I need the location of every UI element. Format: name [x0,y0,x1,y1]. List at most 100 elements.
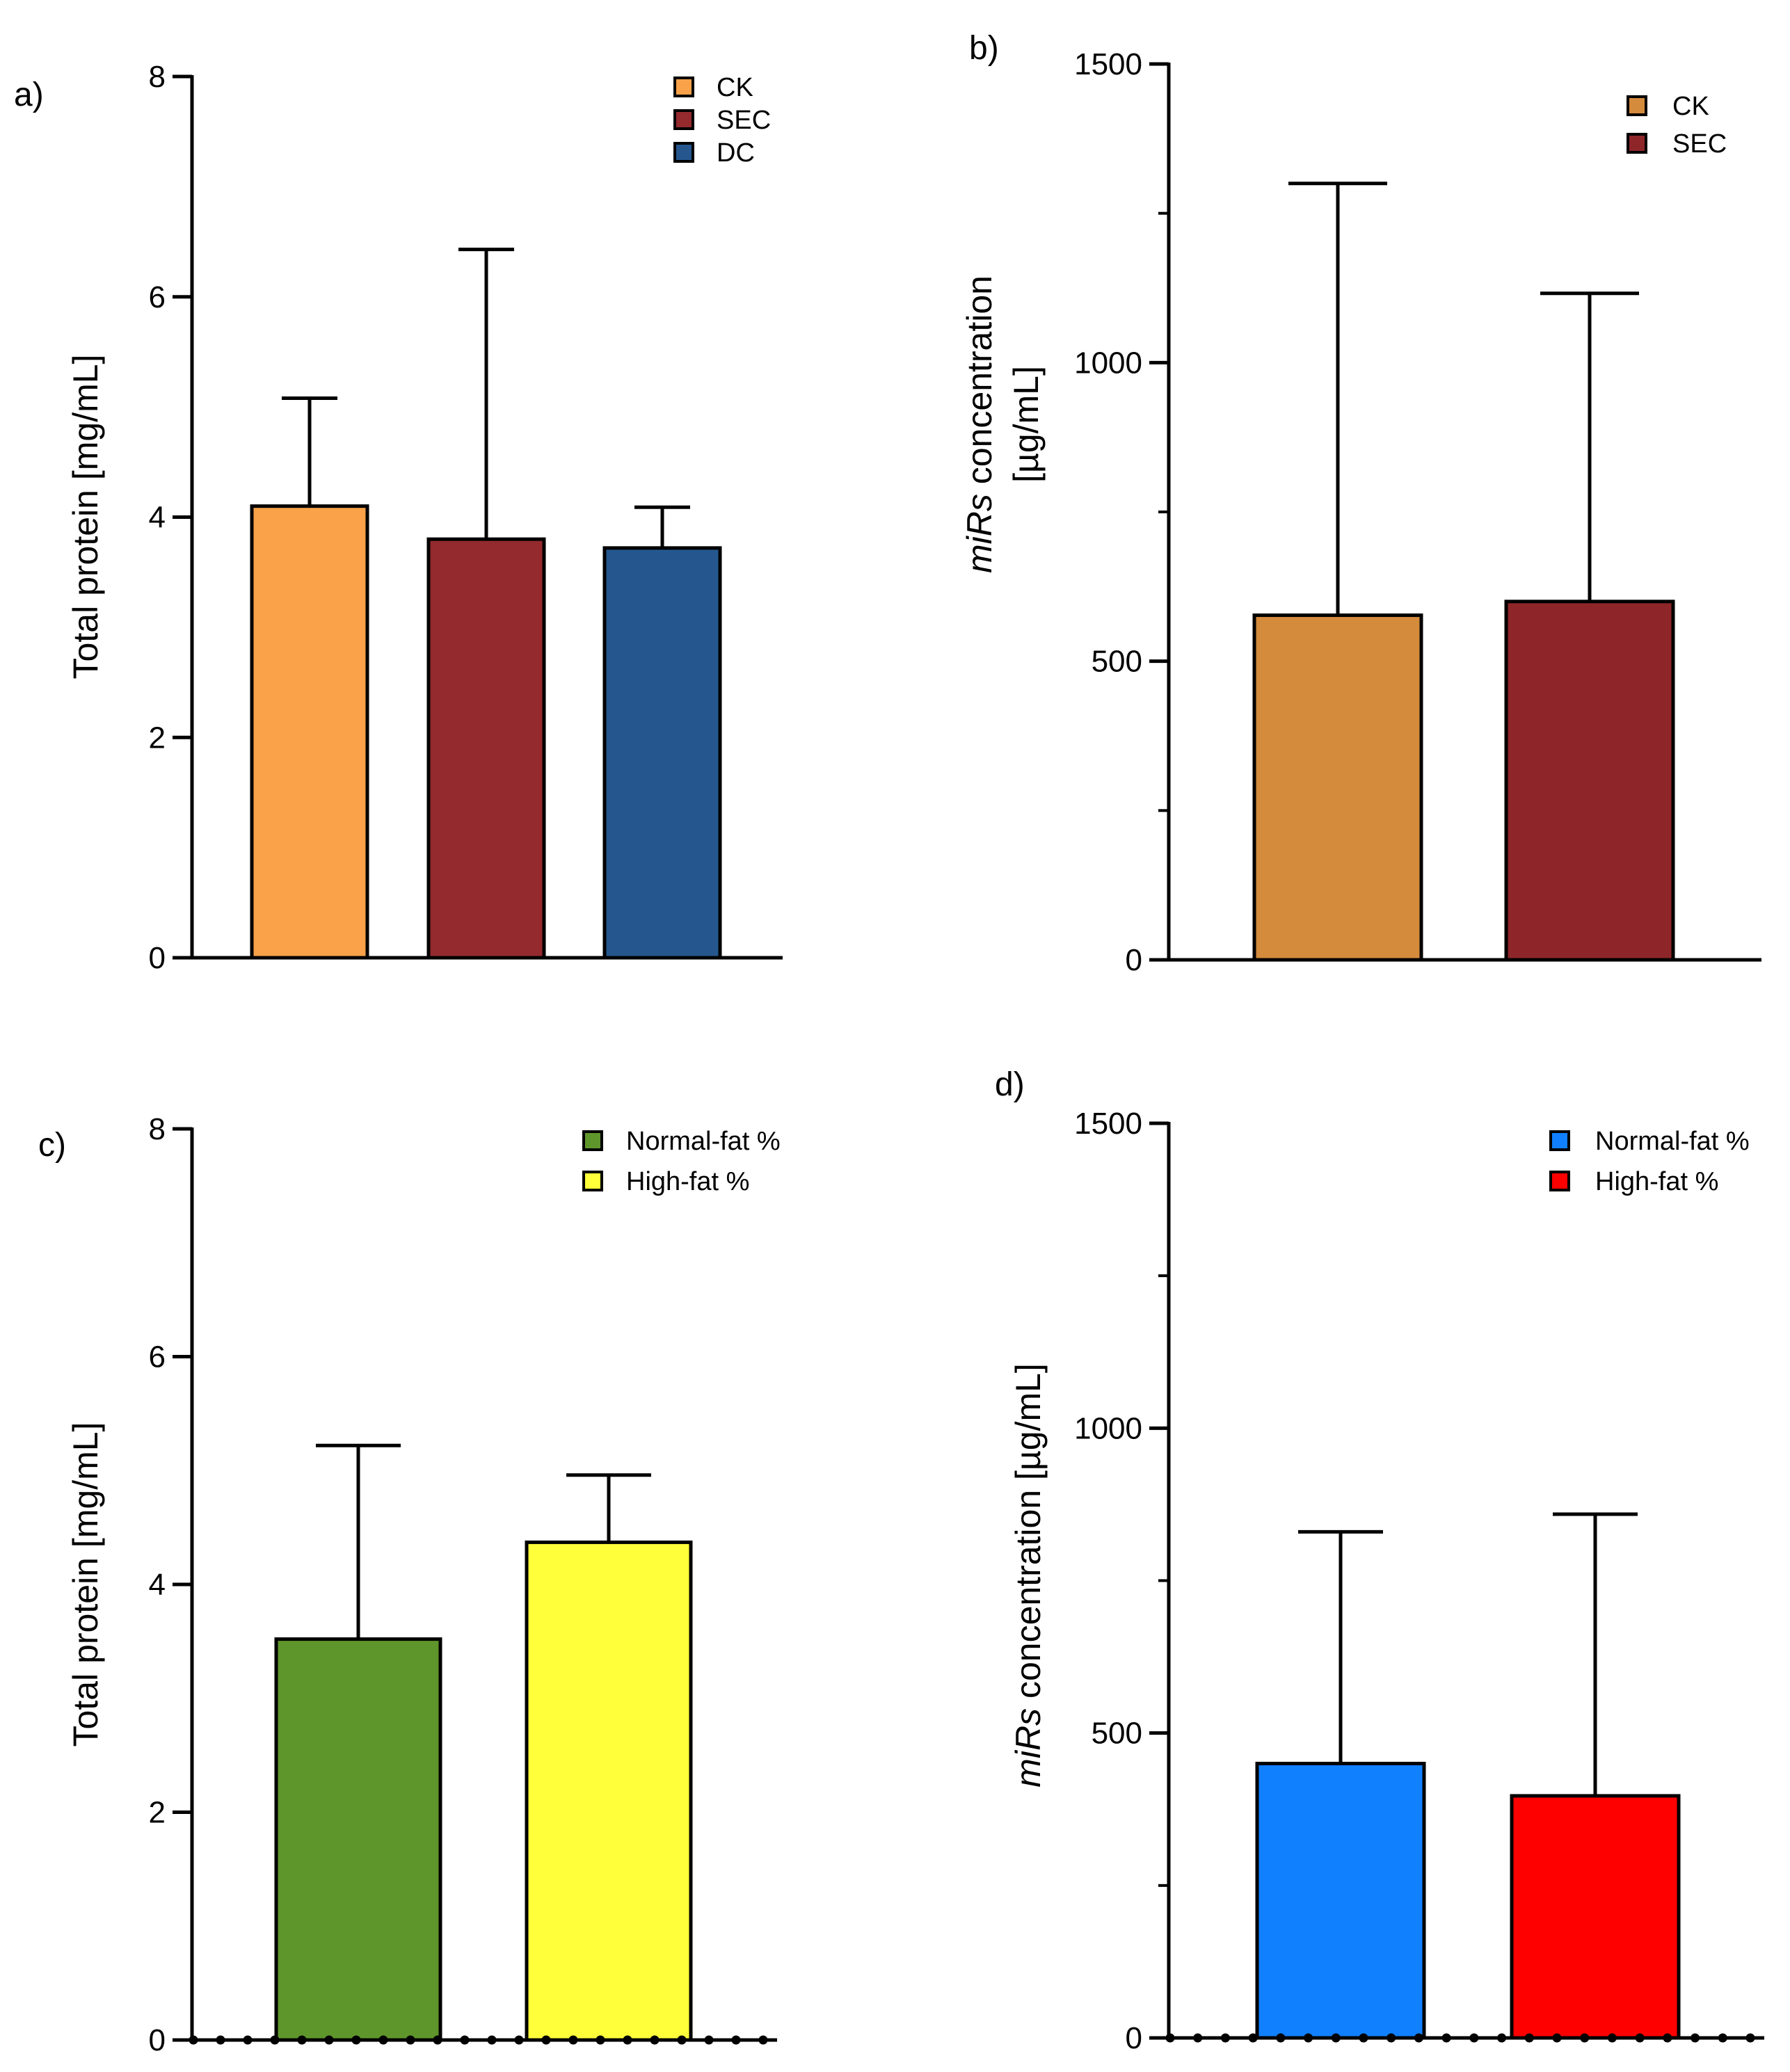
baseline-dot [189,2035,198,2045]
legend-label: Normal-fat % [626,1127,781,1156]
y-axis-label: miRs concentration [µg/mL] [1009,1363,1048,1788]
baseline-dot [1331,2033,1341,2043]
y-axis-label-part: concentration [µg/mL] [1009,1363,1048,1708]
legend: Normal-fat % High-fat % [582,1127,781,1196]
legend-swatch [1627,95,1647,116]
legend-label: High-fat % [1595,1167,1718,1196]
y-tick-label: 1500 [1074,47,1142,81]
bar-1 [274,1637,442,2042]
y-tick-label: 6 [149,280,166,314]
legend-label: CK [717,73,753,102]
baseline-dot [1469,2033,1479,2043]
legend-swatch [1627,133,1647,154]
baseline-dot [514,2035,524,2045]
baseline-dot [623,2035,632,2045]
baseline-dot [324,2035,334,2045]
y-axis-label: Total protein [mg/mL] [66,1422,105,1747]
chart-panel-4: d) 0 500 1000 1500 miRs concentration [µg/mL]… [995,1066,1764,2055]
baseline-dot [297,2035,307,2045]
legend-swatch [673,142,694,163]
baseline-dot [1663,2033,1672,2043]
legend-label: SEC [717,106,771,135]
panel-label: a) [14,77,44,113]
baseline-dot [1441,2033,1451,2043]
baseline-dot [1359,2033,1368,2043]
y-axis-label-part: miRs [960,494,999,573]
baseline-dot [1635,2033,1645,2043]
legend-swatch [673,77,694,97]
baseline-dot [243,2035,253,2045]
baseline-dot [1276,2033,1286,2043]
y-axis-label: Total protein [mg/mL] [66,355,105,680]
chart-panel-1: a) 0 2 4 6 8 Total protein [mg/mL] CK SEC DC [14,60,783,975]
baseline-dot [1387,2033,1396,2043]
baseline-dot [596,2035,605,2045]
baseline-dot [433,2035,442,2045]
y-tick-label: 1000 [1074,1411,1142,1445]
bar-2 [1504,600,1675,962]
baseline-dot [216,2035,225,2045]
baseline-dot [758,2035,768,2045]
y-tick-label: 0 [1126,2021,1142,2055]
baseline-dot [351,2035,361,2045]
bar-2 [1510,1794,1681,2040]
legend-swatch [582,1171,603,1191]
y-tick-label: 4 [149,1568,166,1602]
panel-label: d) [995,1066,1025,1103]
baseline-dot [1304,2033,1313,2043]
y-tick-label: 4 [149,501,166,535]
y-tick-label: 500 [1092,645,1142,679]
legend-label: SEC [1672,129,1727,159]
y-axis-label-part: miRs [1009,1708,1048,1788]
y-tick-label: 1500 [1074,1107,1142,1141]
y-tick-label: 8 [149,1112,166,1146]
baseline-dot [650,2035,660,2045]
y-tick-label: 0 [149,2023,166,2057]
bar-3 [602,546,722,960]
baseline-dot [704,2035,714,2045]
y-tick-label: 500 [1092,1717,1142,1751]
baseline-dot [1414,2033,1423,2043]
legend-label: CK [1672,92,1709,121]
legend-label: Normal-fat % [1595,1127,1750,1156]
baseline-dot [1552,2033,1562,2043]
bar-1 [1252,613,1423,962]
baseline-dot [1497,2033,1507,2043]
baseline-dot [1248,2033,1258,2043]
legend: Normal-fat % High-fat % [1549,1127,1750,1196]
legend-swatch [1549,1130,1570,1151]
y-axis-label-part: Total protein [mg/mL] [66,355,105,680]
y-axis-label-part: Total protein [mg/mL] [66,1422,105,1747]
baseline-dot [541,2035,551,2045]
bar-1 [1255,1762,1426,2040]
legend: CK SEC DC [673,73,771,168]
baseline-dot [1607,2033,1617,2043]
y-tick-label: 1000 [1074,346,1142,380]
legend: CK SEC [1627,92,1727,159]
bar-2 [525,1540,693,2042]
legend-label: DC [717,138,755,168]
legend-swatch [582,1130,603,1151]
y-tick-label: 0 [149,941,166,975]
y-tick-label: 6 [149,1340,166,1374]
baseline-dot [487,2035,497,2045]
panel-label: b) [969,30,999,67]
bar-1 [250,504,369,960]
baseline-dot [270,2035,280,2045]
panel-label: c) [38,1127,66,1164]
baseline-dot [1193,2033,1203,2043]
bar-2 [426,537,546,960]
baseline-dot [406,2035,415,2045]
baseline-dot [731,2035,741,2045]
baseline-dot [1524,2033,1534,2043]
y-axis-label-part: concentration [960,275,999,494]
legend-swatch [1549,1171,1570,1191]
baseline-dot [1718,2033,1727,2043]
baseline-dot [1745,2033,1755,2043]
y-tick-label: 0 [1126,943,1142,977]
baseline-dot [1220,2033,1230,2043]
y-tick-label: 8 [149,60,166,94]
baseline-dot [460,2035,470,2045]
chart-panel-3: c) 0 2 4 6 8 Total protein [mg/mL] Normal-fat %… [38,1112,781,2057]
